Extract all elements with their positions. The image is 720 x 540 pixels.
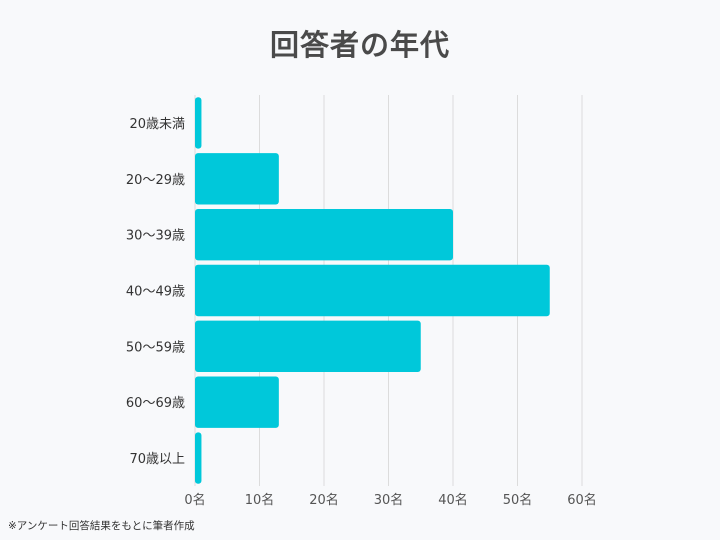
- chart-title: 回答者の年代: [269, 28, 450, 62]
- x-tick-label: 30名: [374, 492, 404, 508]
- category-label: 70歳以上: [129, 452, 185, 467]
- bar: [195, 432, 202, 484]
- x-tick-label: 40名: [438, 492, 468, 508]
- x-tick-label: 60名: [567, 492, 597, 508]
- bar: [195, 208, 453, 261]
- bars: [195, 97, 550, 484]
- x-tick-label: 0名: [184, 492, 205, 508]
- bar: [195, 153, 279, 205]
- category-label: 60～69歳: [126, 396, 185, 411]
- x-tick-labels: 0名 10名 20名 30名 40名 50名 60名: [184, 492, 596, 508]
- category-labels: 20歳未満 20～29歳 30～39歳 40～49歳 50～59歳 60～69歳 70歳以上: [126, 117, 185, 467]
- x-tick-label: 10名: [245, 492, 275, 508]
- category-label: 40～49歳: [126, 285, 185, 300]
- x-tick-label: 20名: [309, 492, 339, 508]
- footnote: ※アンケート回答結果をもとに筆者作成: [8, 520, 195, 532]
- category-label: 20～29歳: [126, 173, 185, 188]
- bar: [195, 97, 202, 149]
- x-tick-label: 50名: [503, 492, 533, 508]
- category-label: 20歳未満: [129, 117, 185, 132]
- category-label: 30～39歳: [126, 229, 185, 244]
- bar: [195, 376, 279, 428]
- category-label: 50～59歳: [126, 340, 185, 355]
- bar: [195, 264, 550, 317]
- bar: [195, 320, 421, 373]
